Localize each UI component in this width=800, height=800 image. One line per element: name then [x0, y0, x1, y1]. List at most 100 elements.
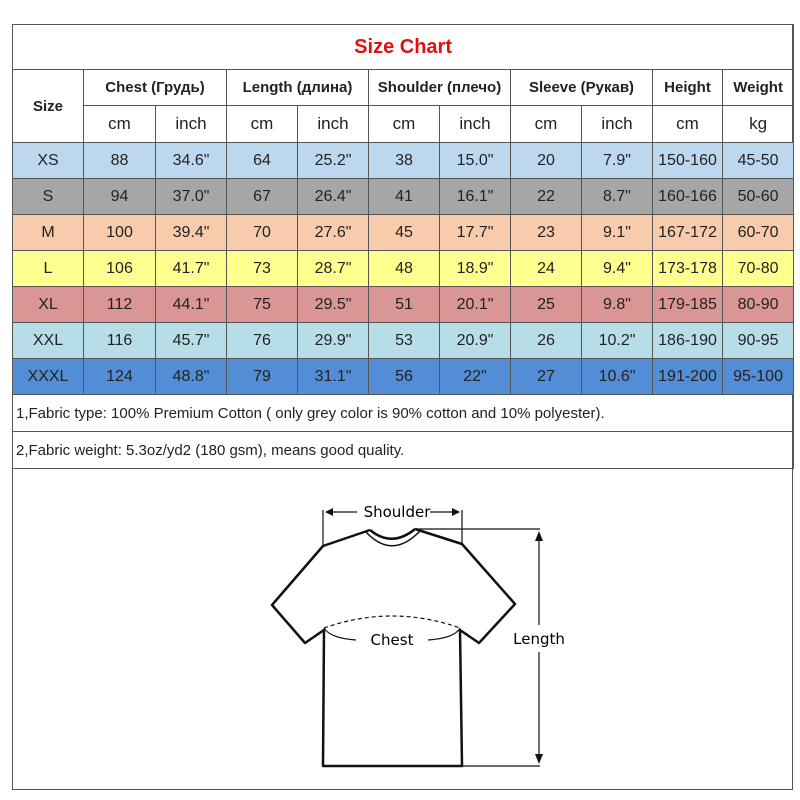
table-row: M 100 39.4" 70 27.6" 45 17.7" 23 9.1" 167-172 60-7…	[12, 214, 795, 251]
chart-title: Size Chart	[11, 24, 795, 70]
unit-header: inch	[581, 105, 653, 143]
value-cell: 18.9"	[439, 250, 511, 287]
value-cell: 16.1"	[439, 178, 511, 215]
arrowheads	[325, 508, 543, 764]
size-cell: XXL	[12, 322, 84, 359]
value-cell: 64	[226, 142, 298, 179]
value-cell: 29.5"	[297, 286, 369, 323]
size-cell: S	[12, 178, 84, 215]
unit-header: cm	[226, 105, 298, 143]
value-cell: 150-160	[652, 142, 723, 179]
value-cell: 75	[226, 286, 298, 323]
value-cell: 23	[510, 214, 582, 251]
value-cell: 39.4"	[155, 214, 227, 251]
value-cell: 94	[83, 178, 156, 215]
value-cell: 27.6"	[297, 214, 369, 251]
length-label: Length	[513, 630, 565, 648]
value-cell: 48.8"	[155, 358, 227, 395]
size-cell: L	[12, 250, 84, 287]
table-row: XS 88 34.6" 64 25.2" 38 15.0" 20 7.9" 150-160 45-5…	[12, 142, 795, 179]
value-cell: 51	[368, 286, 440, 323]
value-cell: 70	[226, 214, 298, 251]
value-cell: 26	[510, 322, 582, 359]
size-cell: M	[12, 214, 84, 251]
table-row: XXL 116 45.7" 76 29.9" 53 20.9" 26 10.2" 186-190 9…	[12, 322, 795, 359]
value-cell: 50-60	[721, 178, 795, 215]
chest-header: Chest (Грудь)	[83, 69, 227, 106]
value-cell: 106	[83, 250, 156, 287]
table-row: XL 112 44.1" 75 29.5" 51 20.1" 25 9.8" 179-185 80-…	[12, 286, 795, 323]
value-cell: 27	[510, 358, 582, 395]
value-cell: 25.2"	[297, 142, 369, 179]
value-cell: 160-166	[652, 178, 723, 215]
value-cell: 88	[83, 142, 156, 179]
measure-lines	[322, 510, 540, 767]
fabric-note: 2,Fabric weight: 5.3oz/yd2 (180 gsm), me…	[11, 431, 795, 469]
value-cell: 28.7"	[297, 250, 369, 287]
value-cell: 38	[368, 142, 440, 179]
height-header: Height	[652, 69, 723, 106]
unit-header: cm	[83, 105, 156, 143]
unit-header: inch	[297, 105, 369, 143]
value-cell: 37.0"	[155, 178, 227, 215]
value-cell: 70-80	[721, 250, 795, 287]
size-cell: XXXL	[12, 358, 84, 395]
value-cell: 9.1"	[581, 214, 653, 251]
value-cell: 45-50	[721, 142, 795, 179]
value-cell: 8.7"	[581, 178, 653, 215]
value-cell: 112	[83, 286, 156, 323]
tshirt-diagram: Shoulder Chest Length	[270, 503, 565, 768]
sleeve-header: Sleeve (Рукав)	[510, 69, 653, 106]
table-row: XXXL 124 48.8" 79 31.1" 56 22" 27 10.6" 191-200 95…	[12, 358, 795, 395]
table-row: L 106 41.7" 73 28.7" 48 18.9" 24 9.4" 173-178 70-8…	[12, 250, 795, 287]
shoulder-label: Shoulder	[364, 503, 432, 521]
tshirt-outline	[270, 527, 517, 768]
chest-label: Chest	[371, 631, 414, 649]
value-cell: 167-172	[652, 214, 723, 251]
value-cell: 24	[510, 250, 582, 287]
value-cell: 53	[368, 322, 440, 359]
unit-header: cm	[368, 105, 440, 143]
value-cell: 41	[368, 178, 440, 215]
value-cell: 67	[226, 178, 298, 215]
value-cell: 179-185	[652, 286, 723, 323]
value-cell: 20.9"	[439, 322, 511, 359]
value-cell: 124	[83, 358, 156, 395]
value-cell: 9.8"	[581, 286, 653, 323]
value-cell: 22"	[439, 358, 511, 395]
value-cell: 191-200	[652, 358, 723, 395]
value-cell: 73	[226, 250, 298, 287]
value-cell: 25	[510, 286, 582, 323]
value-cell: 15.0"	[439, 142, 511, 179]
value-cell: 41.7"	[155, 250, 227, 287]
value-cell: 56	[368, 358, 440, 395]
weight-header: Weight	[721, 69, 795, 106]
value-cell: 26.4"	[297, 178, 369, 215]
value-cell: 10.6"	[581, 358, 653, 395]
value-cell: 60-70	[721, 214, 795, 251]
value-cell: 186-190	[652, 322, 723, 359]
value-cell: 17.7"	[439, 214, 511, 251]
size-cell: XL	[12, 286, 84, 323]
value-cell: 79	[226, 358, 298, 395]
length-header: Length (длина)	[226, 69, 369, 106]
value-cell: 9.4"	[581, 250, 653, 287]
unit-header: cm	[652, 105, 723, 143]
unit-header: kg	[721, 105, 795, 143]
size-cell: XS	[12, 142, 84, 179]
unit-header: inch	[155, 105, 227, 143]
unit-header: cm	[510, 105, 582, 143]
value-cell: 29.9"	[297, 322, 369, 359]
size-header: Size	[12, 69, 84, 143]
table-row: S 94 37.0" 67 26.4" 41 16.1" 22 8.7" 160-166 50-60	[12, 178, 795, 215]
value-cell: 100	[83, 214, 156, 251]
value-cell: 31.1"	[297, 358, 369, 395]
value-cell: 173-178	[652, 250, 723, 287]
value-cell: 45.7"	[155, 322, 227, 359]
value-cell: 22	[510, 178, 582, 215]
value-cell: 10.2"	[581, 322, 653, 359]
value-cell: 20	[510, 142, 582, 179]
value-cell: 76	[226, 322, 298, 359]
fabric-note: 1,Fabric type: 100% Premium Cotton ( onl…	[11, 394, 795, 432]
value-cell: 80-90	[721, 286, 795, 323]
